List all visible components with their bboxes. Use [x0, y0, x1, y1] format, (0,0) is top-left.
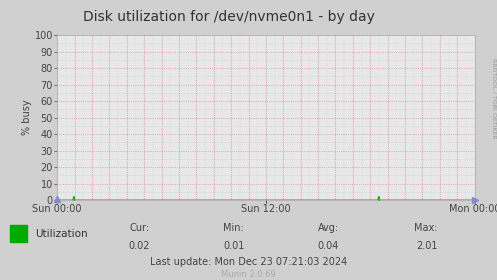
Text: Last update: Mon Dec 23 07:21:03 2024: Last update: Mon Dec 23 07:21:03 2024 [150, 256, 347, 267]
Text: 0.02: 0.02 [128, 241, 150, 251]
Text: Utilization: Utilization [35, 229, 87, 239]
Y-axis label: % busy: % busy [22, 100, 32, 136]
Text: RRDTOOL / TOBI OETIKER: RRDTOOL / TOBI OETIKER [491, 58, 496, 138]
Text: Max:: Max: [414, 223, 437, 233]
Text: Cur:: Cur: [129, 223, 149, 233]
Text: Min:: Min: [223, 223, 244, 233]
Text: 0.01: 0.01 [223, 241, 245, 251]
Text: Munin 2.0.69: Munin 2.0.69 [221, 270, 276, 279]
Text: Avg:: Avg: [318, 223, 338, 233]
Text: 2.01: 2.01 [416, 241, 437, 251]
Text: 0.04: 0.04 [317, 241, 339, 251]
Text: Disk utilization for /dev/nvme0n1 - by day: Disk utilization for /dev/nvme0n1 - by d… [83, 10, 375, 24]
